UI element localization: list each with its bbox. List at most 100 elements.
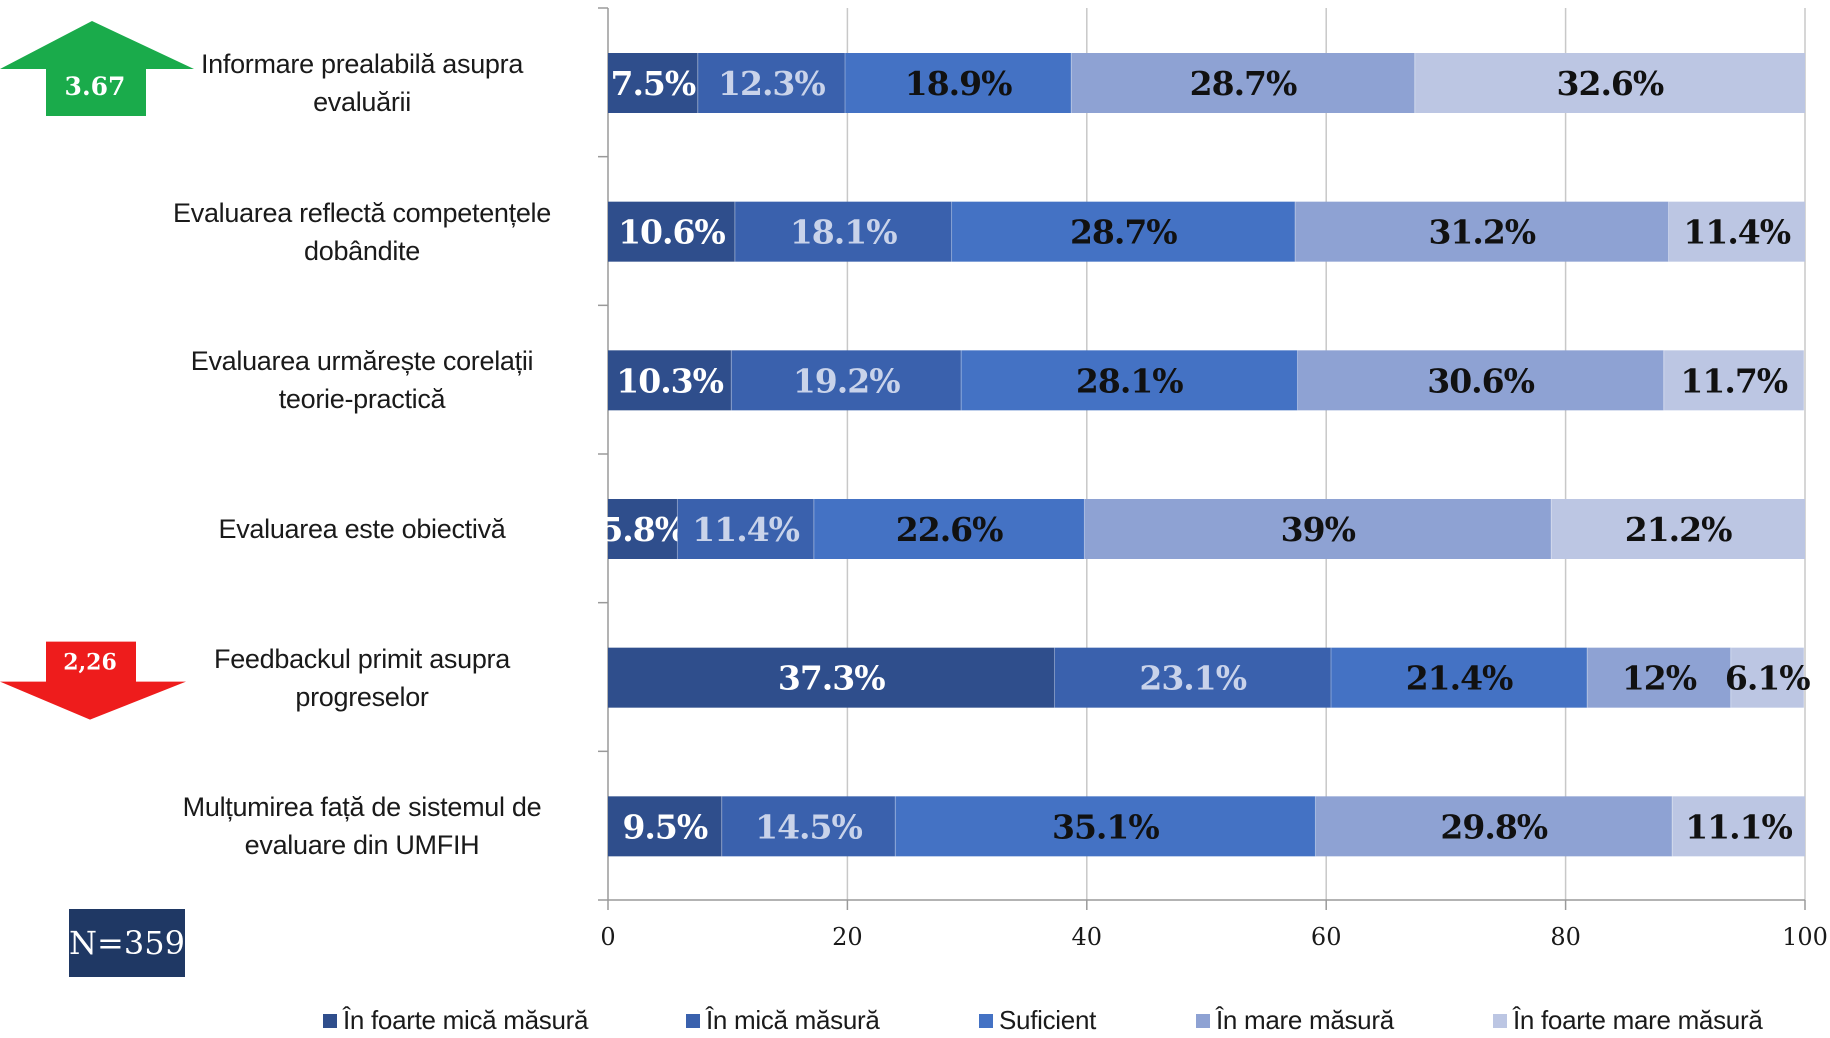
bar-segment (677, 499, 814, 559)
legend-swatch (979, 1013, 993, 1028)
x-tick-label: 60 (1311, 923, 1342, 951)
category-label-line: Evaluarea este obiectivă (218, 514, 506, 544)
bar-segment (1071, 53, 1415, 113)
data-label: 7.5% (610, 64, 695, 103)
category-label-line: evaluare din UMFIH (244, 830, 480, 861)
bar-segment (1084, 499, 1552, 559)
data-label: 39% (1281, 510, 1356, 549)
bar-segment (1730, 647, 1804, 708)
category-label-line: Informare prealabilă asupra (200, 49, 524, 79)
x-tick-label: 20 (832, 923, 863, 951)
category-label: Evaluarea urmărește corelații teorie-prac… (142, 342, 582, 418)
bar-segment (734, 201, 952, 262)
legend-label: În mare măsură (1216, 1005, 1394, 1035)
bar-segment (1297, 350, 1664, 411)
category-label: Feedbackul primit asupra progreselor (142, 640, 582, 716)
bar-segment (1672, 796, 1805, 857)
data-label: 18.9% (905, 64, 1012, 103)
data-label: 31.2% (1428, 213, 1535, 252)
legend-item: În foarte mică măsură (323, 1005, 588, 1036)
category-label-line: Feedbackul primit asupra (214, 643, 510, 674)
up-arrow-icon (0, 21, 194, 116)
legend: În foarte mică măsură În mică măsură Sufic… (0, 1005, 1830, 1035)
data-label: 35.1% (1052, 807, 1159, 846)
bar-segment (961, 350, 1298, 411)
data-label: 9.5% (622, 807, 707, 846)
data-label: 18.1% (790, 213, 897, 252)
bar-segment (1054, 647, 1331, 708)
category-label: Evaluarea este obiectivă (142, 510, 582, 548)
category-label: Informare prealabilă asupra evaluării (142, 45, 582, 121)
legend-item: În mică măsură (686, 1005, 880, 1036)
data-label: 12% (1622, 659, 1697, 698)
data-label: 21.2% (1625, 510, 1732, 549)
data-label: 28.7% (1070, 213, 1177, 252)
data-label: 10.6% (618, 213, 725, 252)
data-label: 14.5% (755, 807, 862, 846)
data-label: 19.2% (793, 361, 900, 400)
bar-segment (608, 350, 732, 411)
x-tick-label: 100 (1782, 923, 1828, 951)
bar-segment (1551, 499, 1805, 559)
category-label-line: Evaluarea urmărește corelații (190, 346, 534, 377)
data-label: 32.6% (1557, 64, 1664, 103)
bar-segment (813, 499, 1085, 559)
data-label: 5.8% (600, 510, 685, 549)
annotation-up-value: 3.67 (65, 72, 126, 101)
data-label: 23.1% (1139, 659, 1246, 698)
category-label-line: Evaluarea reflectă competențele (173, 197, 551, 228)
data-label: 22.6% (896, 510, 1003, 549)
bar-segment (1414, 53, 1805, 113)
data-label: 37.3% (778, 659, 885, 698)
x-tick-label: 40 (1072, 923, 1103, 951)
legend-swatch (323, 1013, 337, 1028)
legend-swatch (1196, 1013, 1210, 1028)
legend-item: Suficient (979, 1005, 1096, 1036)
legend-label: În foarte mare măsură (1513, 1005, 1763, 1035)
category-label-line: progreselor (295, 681, 429, 712)
down-arrow-icon (0, 641, 186, 720)
bar-segment (895, 796, 1316, 857)
bar-segment (1668, 201, 1805, 262)
bar-segment (1295, 201, 1669, 262)
sample-size-badge: N=359 (69, 909, 185, 977)
bar-segment (608, 647, 1055, 708)
category-label-line: Mulțumirea față de sistemul de (182, 792, 542, 823)
bar-segment (731, 350, 962, 411)
bar-segment (608, 796, 722, 857)
data-label: 30.6% (1427, 361, 1534, 400)
data-label: 12.3% (718, 64, 825, 103)
category-label-line: evaluării (313, 87, 411, 117)
x-tick-label: 80 (1550, 923, 1581, 951)
legend-item: În foarte mare măsură (1493, 1005, 1763, 1036)
legend-label: În foarte mică măsură (343, 1005, 589, 1035)
data-label: 6.1% (1725, 659, 1810, 698)
data-label: 28.7% (1190, 64, 1297, 103)
category-label: Evaluarea reflectă competențele dobândite (142, 194, 582, 270)
legend-swatch (1493, 1013, 1507, 1028)
data-label: 11.1% (1685, 807, 1792, 846)
x-tick-label: 0 (600, 923, 615, 951)
bar-segment (1587, 647, 1731, 708)
bar-segment (608, 499, 678, 559)
data-label: 10.3% (616, 361, 723, 400)
legend-label: Suficient (999, 1005, 1097, 1035)
data-label: 11.4% (692, 510, 799, 549)
bar-segment (1315, 796, 1673, 857)
bar-segment (608, 201, 735, 262)
annotation-down-value: 2,26 (63, 650, 117, 676)
bar-segment (697, 53, 846, 113)
legend-swatch (686, 1013, 700, 1028)
data-label: 21.4% (1406, 659, 1513, 698)
legend-label: În mică măsură (706, 1005, 880, 1035)
category-label-line: dobândite (304, 235, 420, 266)
bar-segment (1663, 350, 1804, 411)
bar-segment (608, 53, 698, 113)
data-label: 11.4% (1683, 213, 1790, 252)
bar-segment (845, 53, 1072, 113)
legend-item: În mare măsură (1196, 1005, 1394, 1036)
category-label: Mulțumirea față de sistemul de evaluare d… (142, 788, 582, 864)
data-label: 29.8% (1440, 807, 1547, 846)
